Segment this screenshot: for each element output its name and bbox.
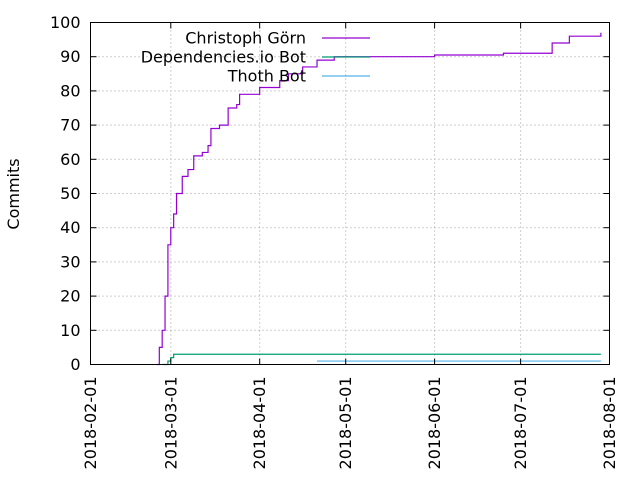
- y-tick-label: 80: [60, 81, 80, 100]
- x-tick-label: 2018-05-01: [336, 377, 355, 470]
- y-tick-label: 60: [60, 150, 80, 169]
- y-tick-label: 40: [60, 218, 80, 237]
- series-layer: [156, 32, 602, 366]
- y-tick-label: 100: [50, 13, 81, 32]
- x-tick-label: 2018-02-01: [81, 377, 100, 470]
- x-tick-labels: 2018-02-01 2018-03-01 2018-04-01 2018-05-01…: [81, 377, 619, 470]
- legend-label-christoph-g-rn: Christoph Görn: [185, 29, 306, 48]
- x-tick-label: 2018-06-01: [425, 377, 444, 470]
- y-tick-label: 30: [60, 252, 80, 271]
- y-tick-label: 90: [60, 47, 80, 66]
- series-line-dependencies-io-bot: [162, 353, 601, 366]
- grid-layer: [90, 22, 610, 365]
- x-tick-label: 2018-07-01: [511, 377, 530, 470]
- y-tick-labels: 0 10 20 30 40 50 60 70 80 90 100: [50, 13, 81, 374]
- legend-label-thoth-bot: Thoth Bot: [227, 67, 306, 86]
- y-axis-label: Commits: [4, 158, 23, 229]
- y-tick-label: 20: [60, 287, 80, 306]
- x-tick-label: 2018-08-01: [600, 377, 619, 470]
- ticks-layer: [90, 22, 610, 365]
- x-tick-label: 2018-03-01: [161, 377, 180, 470]
- y-tick-label: 10: [60, 321, 80, 340]
- y-tick-label: 50: [60, 184, 80, 203]
- y-tick-label: 0: [70, 355, 80, 374]
- x-tick-label: 2018-04-01: [250, 377, 269, 470]
- y-tick-label: 70: [60, 116, 80, 135]
- legend-label-dependencies-io-bot: Dependencies.io Bot: [141, 48, 306, 67]
- plot-frame: [90, 22, 610, 365]
- series-line-christoph-g-rn: [156, 32, 602, 366]
